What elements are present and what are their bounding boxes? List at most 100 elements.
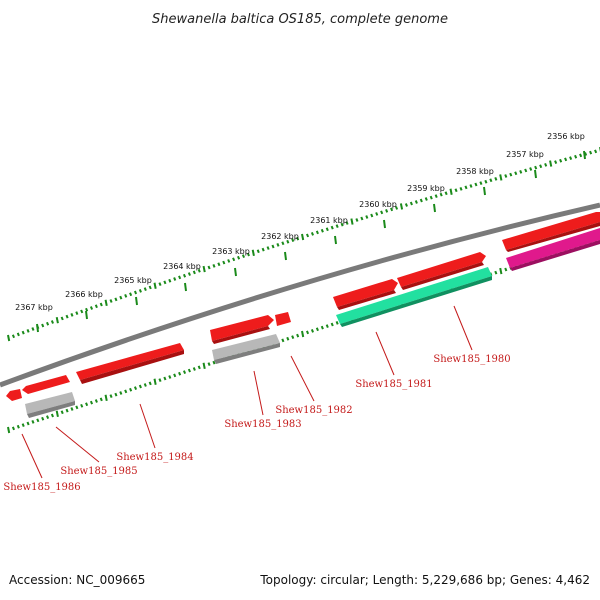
ruler-tick <box>469 184 473 188</box>
gene-feature-1984[interactable] <box>76 343 184 380</box>
ruler-tick <box>60 316 64 321</box>
gene-label[interactable]: Shew185_1984 <box>116 452 193 463</box>
ruler-tick <box>119 295 123 300</box>
ruler-tick <box>50 320 54 324</box>
major-tick <box>85 310 88 320</box>
ruler-tick <box>75 405 79 410</box>
ruler-tick <box>31 327 35 331</box>
major-tick <box>483 186 486 196</box>
ruler-tick <box>148 381 152 386</box>
ruler-tick <box>129 387 133 392</box>
ruler-tick <box>46 415 50 419</box>
ruler-tick <box>65 408 69 413</box>
gene-feature-1986[interactable] <box>6 389 22 401</box>
ruler-tick <box>89 400 94 405</box>
gene-feature-1983 <box>212 326 270 344</box>
ruler-tick <box>197 365 201 370</box>
ruler-tick <box>544 163 548 167</box>
gene-label[interactable]: Shew185_1980 <box>433 354 510 365</box>
ruler-tick <box>153 378 157 385</box>
ruler-tick <box>296 236 300 241</box>
gene-feature-1981[interactable] <box>397 252 486 287</box>
map-title: Shewanella baltica OS185, complete genom… <box>152 12 448 27</box>
ruler-tick <box>31 420 35 424</box>
ruler-tick <box>16 424 20 429</box>
hypothetical-feature-1982[interactable] <box>212 334 280 360</box>
ruler-tick <box>499 267 503 275</box>
ruler-tick <box>202 265 206 273</box>
ruler-tick <box>104 299 108 306</box>
ruler-tick <box>529 167 533 171</box>
gene-feature-1983[interactable] <box>210 315 274 341</box>
gene-feature-1980 <box>506 222 600 252</box>
ruler-tick <box>11 426 15 431</box>
tick-label: 2360 kbp <box>359 200 397 209</box>
ruler-tick <box>404 203 408 207</box>
gene-label[interactable]: Shew185_1986 <box>3 482 80 493</box>
pink-feature-shade <box>510 240 600 271</box>
trna-feature[interactable] <box>336 267 492 324</box>
ruler-tick <box>187 272 191 276</box>
ruler-tick <box>65 314 69 319</box>
ruler-tick <box>365 215 369 219</box>
tick-label: 2364 kbp <box>163 262 201 271</box>
tick-label: 2357 kbp <box>506 150 544 159</box>
ruler-tick <box>310 232 314 236</box>
ruler-tick <box>143 383 147 387</box>
ruler-tick <box>419 198 423 203</box>
ruler-tick <box>286 239 290 244</box>
ruler-tick <box>237 255 241 260</box>
gene-feature-1985[interactable] <box>22 375 70 394</box>
ruler-tick <box>375 212 379 216</box>
gene-label[interactable]: Shew185_1983 <box>224 419 301 430</box>
gene-feature-1982[interactable] <box>275 312 291 326</box>
ruler-tick <box>70 313 74 317</box>
ruler-tick <box>301 233 305 241</box>
major-tick <box>534 169 537 179</box>
ruler-tick <box>494 270 498 275</box>
tick-label: 2358 kbp <box>456 167 494 176</box>
ruler-tick <box>306 330 310 335</box>
ruler-tick <box>182 370 187 375</box>
ruler-tick <box>178 275 182 280</box>
ruler-tick <box>99 397 103 402</box>
ruler-tick <box>464 185 468 190</box>
ruler-tick <box>330 322 334 327</box>
gene-feature-1980[interactable] <box>502 212 600 250</box>
ruler-tick <box>207 362 211 367</box>
ruler-tick <box>241 254 246 258</box>
tick-label: 2356 kbp <box>547 132 585 141</box>
ruler-tick <box>385 209 389 213</box>
ruler-tick <box>479 181 483 185</box>
ruler-tick <box>315 230 319 235</box>
tick-label: 2365 kbp <box>114 276 152 285</box>
ruler-tick <box>46 321 50 326</box>
major-tick <box>36 323 39 333</box>
ruler-tick <box>444 191 448 196</box>
gene-feature-1981b[interactable] <box>333 279 398 307</box>
hypothetical-feature-1985[interactable] <box>25 392 75 414</box>
ruler-tick <box>489 178 493 183</box>
ruler-tick <box>94 399 98 403</box>
trna-feature-shade <box>340 276 492 327</box>
genome-backbone <box>0 202 600 388</box>
ruler-tick <box>271 244 275 249</box>
ruler-tick <box>89 306 94 310</box>
ruler-tick <box>60 410 64 415</box>
gene-label[interactable]: Shew185_1981 <box>355 379 432 390</box>
ruler-tick <box>281 338 285 343</box>
gene-label[interactable]: Shew185_1985 <box>60 466 137 477</box>
accession-text: Accession: NC_009665 <box>9 573 146 587</box>
pink-feature[interactable] <box>506 228 600 268</box>
ruler-tick <box>524 168 528 173</box>
major-tick <box>433 203 436 213</box>
major-tick <box>383 219 386 229</box>
ruler-tick <box>114 392 118 397</box>
ruler-tick <box>41 416 45 421</box>
forward-strand-features <box>6 212 600 401</box>
ruler-tick <box>109 299 113 303</box>
ruler-tick <box>251 249 255 257</box>
gene-label[interactable]: Shew185_1982 <box>275 405 352 416</box>
ruler-tick <box>70 407 74 411</box>
